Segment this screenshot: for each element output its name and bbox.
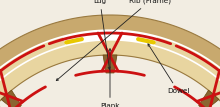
Polygon shape: [64, 31, 156, 45]
Polygon shape: [199, 90, 219, 107]
Polygon shape: [103, 55, 117, 73]
Polygon shape: [1, 90, 21, 107]
Text: Fiber lashings: Fiber lashings: [0, 106, 1, 107]
Polygon shape: [0, 15, 220, 107]
Text: Dowel: Dowel: [148, 44, 189, 94]
Text: Plank: Plank: [100, 49, 120, 107]
Text: Rib (Frame): Rib (Frame): [56, 0, 171, 81]
Polygon shape: [0, 30, 220, 107]
Text: Lug: Lug: [94, 0, 110, 69]
